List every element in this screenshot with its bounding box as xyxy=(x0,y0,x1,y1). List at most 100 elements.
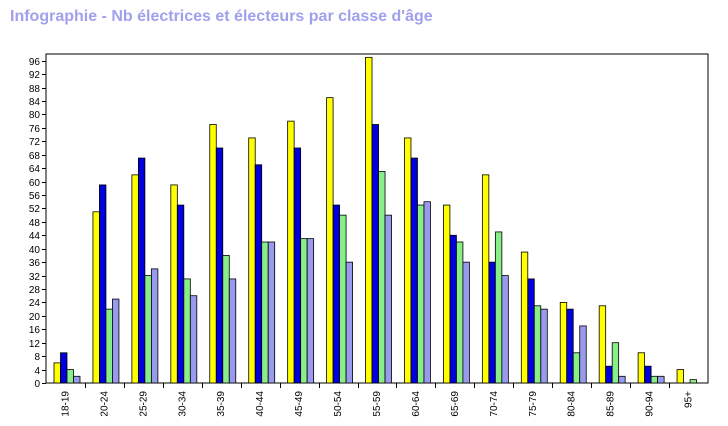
bar xyxy=(183,278,191,384)
bar xyxy=(137,157,146,384)
x-tick-label: 45-49 xyxy=(294,391,305,417)
bar xyxy=(618,375,626,384)
bar xyxy=(488,261,496,384)
x-tick-label: 18-19 xyxy=(60,391,71,417)
bar xyxy=(378,171,386,384)
bar xyxy=(99,184,107,384)
chart-bars xyxy=(53,56,697,384)
bar xyxy=(449,234,457,384)
y-tick-label: 92 xyxy=(29,70,41,81)
x-tick-label: 30-34 xyxy=(177,391,188,417)
x-tick-label: 20-24 xyxy=(99,391,110,417)
bar xyxy=(520,251,529,384)
bar xyxy=(417,204,425,384)
y-tick-label: 40 xyxy=(29,245,41,256)
bar xyxy=(261,241,269,384)
y-tick-label: 44 xyxy=(29,231,41,242)
bar xyxy=(404,137,412,384)
bar xyxy=(53,362,61,384)
bar xyxy=(481,174,490,384)
bar xyxy=(267,241,276,384)
y-tick-label: 48 xyxy=(29,218,41,229)
bar xyxy=(144,275,152,384)
bar xyxy=(170,184,178,384)
bar xyxy=(300,238,308,384)
x-tick-label: 65-69 xyxy=(450,391,461,417)
bar xyxy=(150,268,159,384)
y-tick-label: 8 xyxy=(34,352,40,363)
x-tick-label: 60-64 xyxy=(411,391,422,417)
bar xyxy=(410,157,418,384)
bar xyxy=(423,201,431,384)
bar xyxy=(73,375,81,384)
bar xyxy=(189,295,198,384)
bar xyxy=(657,375,665,384)
y-tick-label: 56 xyxy=(29,191,41,202)
x-tick-label: 85-89 xyxy=(606,391,617,417)
bar xyxy=(287,120,295,384)
bar xyxy=(644,365,652,384)
y-tick-label: 96 xyxy=(29,57,41,68)
bar xyxy=(222,255,230,384)
bar xyxy=(326,97,334,384)
bar xyxy=(92,211,100,384)
x-tick-label: 90-94 xyxy=(645,391,656,417)
bar xyxy=(345,261,353,384)
y-tick-label: 28 xyxy=(29,285,41,296)
x-tick-label: 95+ xyxy=(684,391,695,408)
x-axis-ticks: 18-19 20-24 25-29 30-34 35-39 40-44 45-49 50-54… xyxy=(60,383,695,417)
bar xyxy=(339,214,347,384)
y-tick-label: 36 xyxy=(29,258,41,269)
y-tick-label: 52 xyxy=(29,204,41,215)
y-tick-label: 68 xyxy=(29,151,41,162)
x-tick-label: 55-59 xyxy=(372,391,383,417)
y-tick-label: 24 xyxy=(29,298,41,309)
y-tick-label: 88 xyxy=(29,84,41,95)
bar xyxy=(131,174,139,384)
bar xyxy=(254,164,263,384)
bar xyxy=(365,56,373,384)
x-tick-label: 40-44 xyxy=(255,391,266,417)
bar xyxy=(598,305,607,384)
y-tick-label: 64 xyxy=(29,164,41,175)
y-axis-ticks: 0481216202428323640444852566064687276808… xyxy=(29,57,46,390)
bar xyxy=(112,298,120,384)
bar xyxy=(637,352,646,384)
x-tick-label: 25-29 xyxy=(138,391,149,417)
bar xyxy=(501,275,509,384)
y-tick-label: 76 xyxy=(29,124,41,135)
y-tick-label: 0 xyxy=(34,379,40,390)
bar xyxy=(228,278,237,384)
bar xyxy=(209,124,217,384)
y-tick-label: 32 xyxy=(29,272,41,283)
bar xyxy=(689,379,697,384)
bar xyxy=(456,241,464,384)
bar xyxy=(533,305,542,384)
bar xyxy=(306,238,315,384)
bar xyxy=(566,308,574,384)
bar xyxy=(527,278,535,384)
bar xyxy=(650,375,659,384)
bar xyxy=(60,352,68,384)
bar xyxy=(611,342,620,384)
x-tick-label: 50-54 xyxy=(333,391,344,417)
x-tick-label: 70-74 xyxy=(489,391,500,417)
bar xyxy=(676,369,684,384)
y-tick-label: 80 xyxy=(29,110,41,121)
bar xyxy=(176,204,185,384)
bar xyxy=(494,231,503,384)
bar xyxy=(443,204,451,384)
chart-title: Infographie - Nb électrices et électeurs… xyxy=(10,8,433,25)
bar xyxy=(66,369,74,384)
y-tick-label: 72 xyxy=(29,137,41,148)
y-tick-label: 20 xyxy=(29,312,41,323)
y-tick-label: 12 xyxy=(29,339,41,350)
bar xyxy=(371,124,379,384)
bar xyxy=(293,147,302,384)
bar xyxy=(462,261,470,384)
bar xyxy=(579,325,587,384)
y-tick-label: 60 xyxy=(29,178,41,189)
bar xyxy=(540,308,548,384)
bar xyxy=(248,137,256,384)
